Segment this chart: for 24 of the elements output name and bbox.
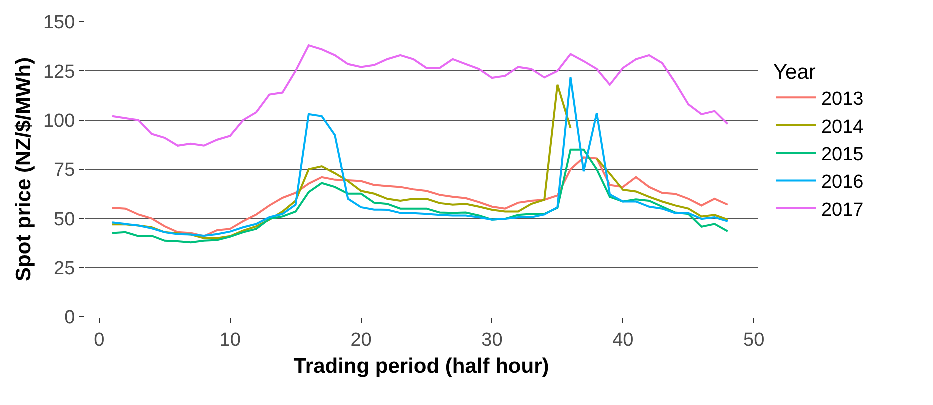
y-tick-label: 50 bbox=[54, 209, 76, 230]
y-tick-label: 25 bbox=[54, 258, 76, 280]
x-tick-label: 0 bbox=[94, 330, 105, 351]
line-series bbox=[112, 148, 729, 244]
legend-title: Year bbox=[773, 60, 816, 84]
legend-label: 2017 bbox=[821, 200, 864, 221]
y-axis-title: Spot price (NZ/$/MWh) bbox=[12, 58, 36, 282]
x-axis-title: Trading period (half hour) bbox=[294, 355, 550, 378]
legend-label: 2013 bbox=[821, 89, 864, 110]
y-tick-label: 100 bbox=[43, 110, 76, 132]
line-series bbox=[112, 44, 729, 147]
line-series bbox=[112, 156, 729, 238]
legend-label: 2015 bbox=[821, 144, 864, 166]
x-tick-label: 10 bbox=[220, 330, 241, 351]
y-tick-label: 75 bbox=[54, 160, 76, 182]
x-tick-label: 20 bbox=[350, 330, 372, 351]
x-tick-label: 50 bbox=[744, 330, 765, 351]
y-tick-label: 150 bbox=[43, 12, 76, 34]
y-tick-label: 0 bbox=[64, 308, 76, 329]
legend-label: 2016 bbox=[821, 172, 864, 194]
x-tick-label: 30 bbox=[482, 330, 503, 351]
legend-label: 2014 bbox=[821, 116, 864, 138]
y-tick-label: 125 bbox=[43, 62, 76, 83]
x-tick-label: 40 bbox=[612, 330, 634, 351]
